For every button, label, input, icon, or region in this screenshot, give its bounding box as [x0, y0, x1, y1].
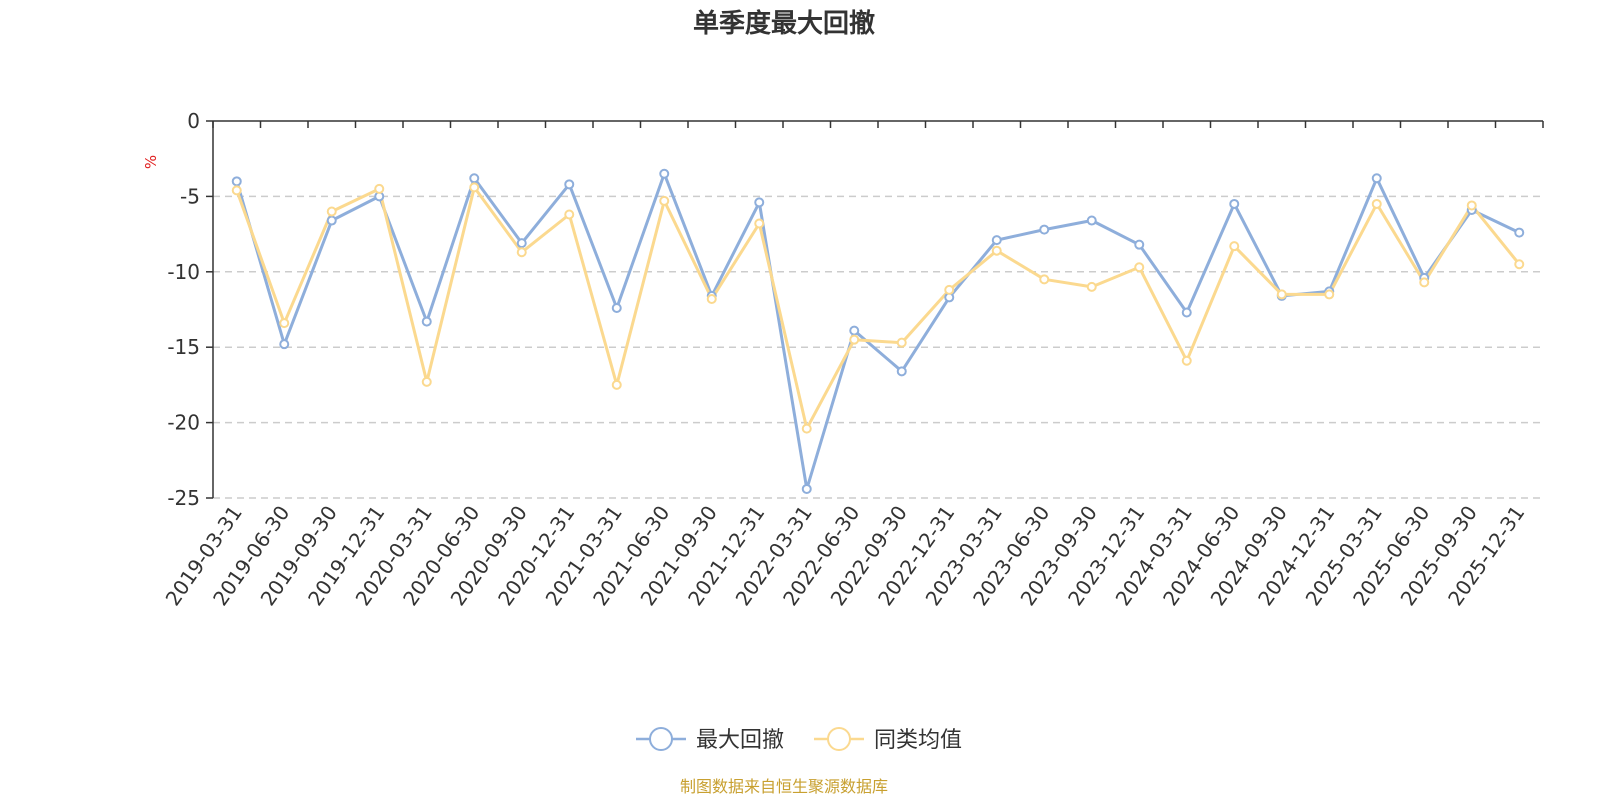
series-line-1 [235, 172, 1520, 491]
series-lines [231, 168, 1525, 494]
legend-item-2[interactable]: 同类均值 [814, 727, 962, 753]
gridlines [213, 195, 1543, 499]
series-2-point [374, 183, 385, 194]
series-2-point [469, 182, 480, 193]
series-2-point [1086, 281, 1097, 292]
y-tick-label: -10 [167, 260, 200, 284]
series-2-point [896, 337, 907, 348]
series-2-point [706, 293, 717, 304]
series-2-point [326, 206, 337, 217]
series-2-point [564, 209, 575, 220]
y-tick-label: -5 [180, 184, 200, 208]
series-2-point [1514, 259, 1525, 270]
series-1-point [849, 325, 860, 336]
series-1-point [991, 235, 1002, 246]
legend-circle-icon [827, 727, 851, 751]
series-2-point [1371, 198, 1382, 209]
series-1-point [326, 215, 337, 226]
series-2-point [1134, 262, 1145, 273]
y-tick-label: -25 [167, 486, 200, 510]
series-2-point [1276, 289, 1287, 300]
legend-circle-icon [649, 727, 673, 751]
series-1-point [1229, 198, 1240, 209]
series-2-point [516, 247, 527, 258]
series-1-point [896, 366, 907, 377]
y-tick-label: -20 [167, 411, 200, 435]
series-1-point [611, 302, 622, 313]
series-1-point [1514, 227, 1525, 238]
series-2-point [611, 379, 622, 390]
legend-label: 最大回撤 [696, 728, 784, 753]
series-2-point [944, 284, 955, 295]
series-2-point [231, 185, 242, 196]
series-1-point [516, 238, 527, 249]
data-source-note: 制图数据来自恒生聚源数据库 [680, 777, 888, 796]
chart-title: 单季度最大回撤 [693, 8, 875, 39]
series-1-point [1371, 173, 1382, 184]
series-2-point [1419, 277, 1430, 288]
series-1-point [564, 179, 575, 190]
series-2-point [421, 376, 432, 387]
series-2-point [849, 334, 860, 345]
y-tick-label: -15 [167, 335, 200, 359]
series-2-point [1466, 200, 1477, 211]
series-1-point [801, 483, 812, 494]
series-2-point [754, 218, 765, 229]
series-2-point [991, 245, 1002, 256]
series-2-point [659, 195, 670, 206]
series-2-point [801, 423, 812, 434]
series-2-point [279, 318, 290, 329]
series-1-point [1039, 224, 1050, 235]
axes: 0-5-10-15-20-252019-03-312019-06-302019-… [161, 109, 1544, 610]
legend-label: 同类均值 [874, 728, 962, 753]
series-2-point [1324, 289, 1335, 300]
series-line-2 [235, 185, 1521, 431]
legend-item-1[interactable]: 最大回撤 [636, 727, 784, 753]
y-axis-unit-label: % [142, 155, 160, 169]
series-1-point [469, 173, 480, 184]
series-2-point [1181, 355, 1192, 366]
series-1-point [279, 339, 290, 350]
y-tick-label: 0 [187, 109, 200, 133]
series-1-point [1134, 239, 1145, 250]
legend: 最大回撤 同类均值 [636, 727, 962, 753]
series-1-point [659, 168, 670, 179]
series-1-point [1181, 307, 1192, 318]
series-1-point [754, 197, 765, 208]
series-1-point [1086, 215, 1097, 226]
series-2-point [1229, 241, 1240, 252]
series-1-point [421, 316, 432, 327]
series-2-point [1039, 274, 1050, 285]
series-1-point [231, 176, 242, 187]
